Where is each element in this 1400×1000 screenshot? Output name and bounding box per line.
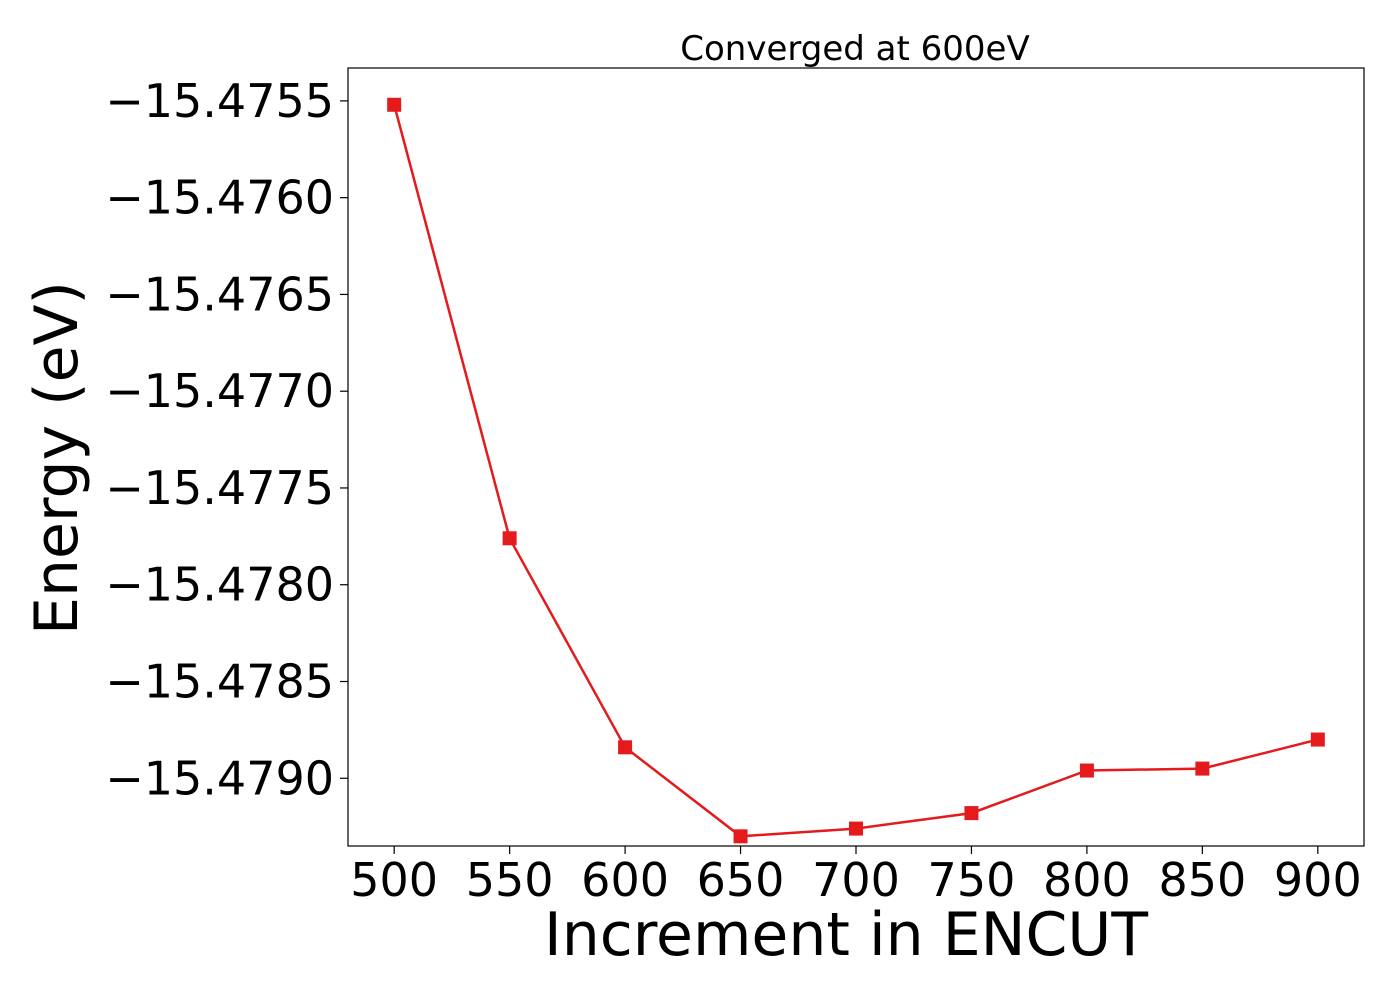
data-point-marker (733, 829, 748, 844)
x-tick-label: 750 (928, 853, 1016, 907)
chart-title: Converged at 600eV (680, 29, 1029, 69)
plot-frame (347, 67, 1365, 847)
y-tick-label: −15.4755 (105, 74, 334, 128)
data-point-marker (964, 806, 979, 821)
data-point-marker (849, 821, 863, 836)
energy-series-line (392, 104, 1319, 838)
y-axis-label: Energy (eV) (22, 281, 92, 635)
data-point-marker (1195, 761, 1210, 776)
y-tick-label: −15.4790 (105, 751, 334, 805)
x-axis-label: Increment in ENCUT (544, 900, 1148, 970)
data-point-marker (1310, 732, 1325, 747)
x-tick-label: 500 (350, 853, 438, 907)
data-point-marker (387, 97, 402, 112)
y-axis: −15.4755 −15.4760 −15.4765 −15.4770 −15.4775… (105, 74, 348, 805)
x-tick-label: 600 (581, 853, 669, 907)
x-tick-label: 900 (1274, 853, 1362, 907)
data-point-marker (1079, 763, 1094, 778)
x-tick-label: 550 (466, 853, 554, 907)
energy-series-markers (387, 97, 1325, 844)
x-tick-label: 800 (1043, 853, 1131, 907)
y-tick-label: −15.4765 (105, 267, 334, 321)
y-tick-label: −15.4770 (105, 364, 334, 418)
y-tick-label: −15.4760 (105, 171, 334, 225)
data-point-marker (618, 740, 633, 755)
x-tick-label: 850 (1158, 853, 1246, 907)
x-tick-label: 700 (812, 853, 900, 907)
x-tick-label: 650 (697, 853, 785, 907)
y-tick-label: −15.4780 (105, 558, 334, 612)
x-axis: 500 550 600 650 700 750 800 850 900 (350, 846, 1362, 907)
y-tick-label: −15.4785 (105, 654, 334, 708)
data-point-marker (502, 531, 517, 546)
y-tick-label: −15.4775 (105, 461, 334, 515)
